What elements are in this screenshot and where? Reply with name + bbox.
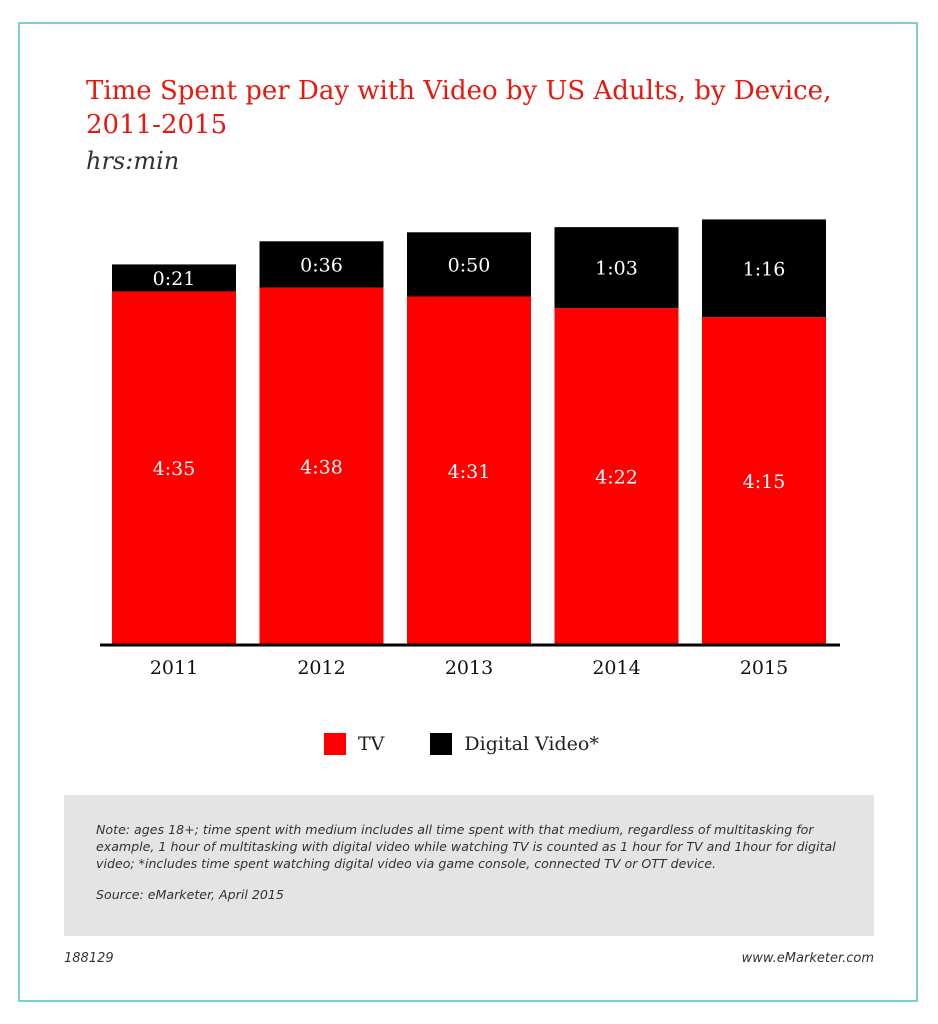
data-label-tv-2014: 4:22 — [595, 467, 638, 489]
chart-unit: hrs:min — [86, 147, 180, 175]
bars-group: 4:35 0:21 4:38 0:36 4:31 0:50 4:22 1:03 4:15 1:16 — [112, 219, 826, 645]
bar-digital-video-2015 — [702, 219, 826, 318]
data-label-digital-video-2012: 0:36 — [300, 254, 343, 276]
bar-tv-2015 — [702, 317, 826, 645]
x-tick-label-2011: 2011 — [150, 657, 198, 679]
data-label-tv-2011: 4:35 — [153, 458, 196, 480]
bar-tv-2011 — [112, 291, 236, 645]
data-label-tv-2012: 4:38 — [300, 456, 343, 478]
legend-label-tv: TV — [358, 733, 385, 755]
x-tick-label-2014: 2014 — [592, 657, 640, 679]
x-tick-labels: 2011 2012 2013 2014 2015 — [150, 657, 788, 679]
x-tick-label-2013: 2013 — [445, 657, 493, 679]
bar-chart: 4:35 0:21 4:38 0:36 4:31 0:50 4:22 1:03 4:15 1:16… — [100, 219, 840, 679]
chart-title: Time Spent per Day with Video by US Adul… — [86, 76, 832, 140]
bar-tv-2012 — [259, 287, 384, 645]
bar-digital-video-2011 — [112, 264, 236, 292]
source-text: Source: eMarketer, April 2015 — [96, 887, 284, 902]
data-label-tv-2015: 4:15 — [743, 471, 786, 493]
chart-id: 188129 — [64, 951, 114, 966]
bar-digital-video-2013 — [407, 232, 531, 297]
footer-url[interactable]: www.eMarketer.com — [741, 951, 874, 966]
x-tick-label-2012: 2012 — [297, 657, 345, 679]
data-label-tv-2013: 4:31 — [448, 461, 491, 483]
data-label-digital-video-2015: 1:16 — [743, 258, 786, 280]
bar-digital-video-2014 — [554, 227, 679, 309]
bar-digital-video-2012 — [259, 241, 384, 288]
note-box: Note: ages 18+; time spent with medium i… — [64, 795, 874, 936]
note-text: Note: ages 18+; time spent with medium i… — [96, 822, 836, 871]
legend-label-digital-video: Digital Video* — [464, 733, 599, 755]
legend-item-tv: TV — [324, 733, 384, 755]
x-tick-label-2015: 2015 — [740, 657, 788, 679]
data-label-digital-video-2014: 1:03 — [595, 258, 638, 280]
data-label-digital-video-2013: 0:50 — [448, 254, 491, 276]
legend-swatch-tv — [324, 733, 346, 755]
legend-swatch-digital-video — [430, 733, 453, 755]
legend-item-digital-video: Digital Video* — [430, 733, 599, 755]
legend: TV Digital Video* — [324, 733, 645, 755]
bar-tv-2013 — [407, 296, 531, 645]
bar-tv-2014 — [554, 308, 679, 645]
data-label-digital-video-2011: 0:21 — [153, 268, 196, 290]
